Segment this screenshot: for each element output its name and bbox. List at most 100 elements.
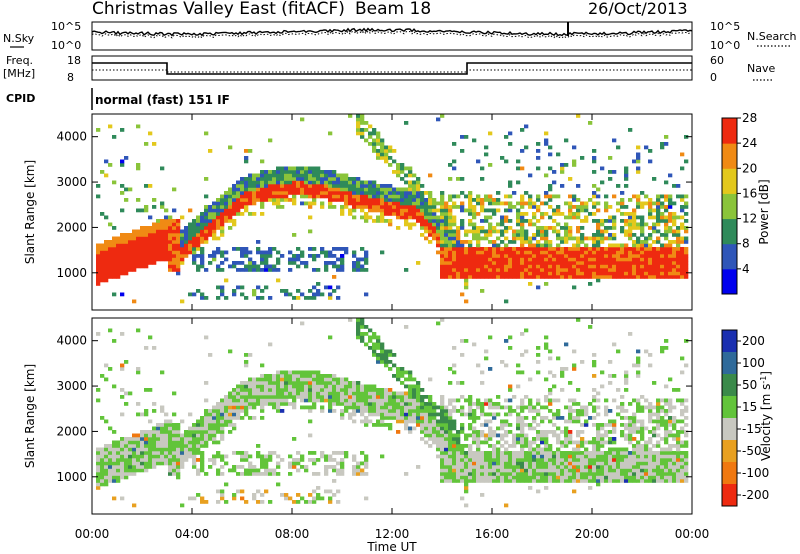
power-cell — [572, 198, 577, 202]
power-cell — [344, 191, 349, 195]
power-cell — [428, 240, 433, 244]
velocity-cell — [360, 335, 365, 340]
power-cell — [668, 215, 673, 220]
velocity-cell — [280, 370, 285, 375]
power-cell — [592, 159, 597, 164]
power-cell — [304, 201, 309, 206]
velocity-cell — [288, 465, 293, 469]
power-cell — [672, 201, 677, 206]
power-cell — [596, 236, 601, 241]
velocity-cell — [112, 454, 117, 459]
velocity-cell — [280, 402, 285, 406]
velocity-cell — [200, 430, 205, 434]
velocity-cell — [608, 423, 613, 427]
power-cell — [648, 275, 653, 279]
power-cell — [324, 285, 329, 290]
velocity-cell — [344, 391, 349, 396]
velocity-cell — [344, 381, 349, 385]
velocity-cell — [640, 430, 645, 434]
power-cell — [672, 268, 677, 272]
power-cell — [680, 222, 685, 227]
velocity-cell — [556, 461, 561, 466]
velocity-cell — [240, 388, 245, 392]
velocity-cell — [264, 391, 269, 396]
velocity-cell — [336, 395, 341, 399]
velocity-cell — [108, 444, 113, 448]
power-cell — [328, 180, 333, 185]
velocity-cell — [584, 440, 589, 445]
power-cell — [596, 226, 601, 230]
velocity-cell — [656, 423, 661, 427]
velocity-cell — [212, 409, 217, 413]
power-cell — [340, 212, 345, 216]
power-cell — [428, 201, 433, 206]
power-cell — [416, 215, 421, 220]
velocity-cell — [560, 440, 565, 445]
velocity-cell — [540, 458, 545, 462]
power-cell — [476, 257, 481, 262]
power-cell — [276, 191, 281, 195]
power-cell — [468, 240, 473, 244]
velocity-cell — [364, 454, 369, 459]
power-cell — [640, 254, 645, 258]
power-cell — [192, 292, 197, 297]
velocity-cell — [400, 370, 405, 375]
velocity-cell — [624, 433, 629, 438]
colorbar-segment — [722, 268, 737, 295]
power-cell — [572, 264, 577, 269]
velocity-cell — [604, 433, 609, 438]
velocity-cell — [180, 433, 185, 438]
power-cell — [604, 208, 609, 213]
power-cell — [476, 198, 481, 202]
velocity-cell — [364, 388, 369, 392]
power-cell — [360, 128, 365, 132]
power-cell — [568, 275, 573, 279]
power-cell — [144, 226, 149, 230]
power-cell — [628, 212, 633, 216]
velocity-cell — [380, 356, 385, 361]
power-cell — [288, 180, 293, 185]
velocity-cell — [340, 388, 345, 392]
velocity-cell — [472, 472, 477, 476]
velocity-cell — [240, 391, 245, 396]
power-cell — [440, 212, 445, 216]
power-cell — [556, 212, 561, 216]
power-cell — [584, 250, 589, 255]
power-cell — [312, 198, 317, 202]
velocity-cell — [264, 374, 269, 378]
power-cell — [500, 275, 505, 279]
velocity-cell — [208, 465, 213, 469]
velocity-cell — [640, 451, 645, 455]
power-cell — [244, 208, 249, 213]
power-cell — [644, 247, 649, 251]
velocity-cell — [628, 454, 633, 459]
velocity-cell — [216, 402, 221, 406]
velocity-cell — [608, 472, 613, 476]
power-cell — [684, 275, 689, 279]
velocity-cell — [356, 325, 361, 329]
velocity-cell — [656, 468, 661, 473]
velocity-cell — [128, 447, 133, 452]
velocity-cell — [220, 430, 225, 434]
velocity-cell — [188, 412, 193, 417]
power-cell — [548, 198, 553, 202]
power-cell — [104, 254, 109, 258]
power-cell — [132, 233, 137, 237]
velocity-cell — [640, 472, 645, 476]
power-cell — [380, 184, 385, 188]
velocity-cell — [440, 461, 445, 466]
velocity-cell — [596, 461, 601, 466]
power-cell — [332, 173, 337, 178]
velocity-cell — [488, 458, 493, 462]
power-cell — [328, 296, 333, 300]
power-cell — [184, 254, 189, 258]
velocity-cell — [476, 472, 481, 476]
power-cell — [616, 201, 621, 206]
power-cell — [336, 264, 341, 269]
velocity-cell — [552, 472, 557, 476]
power-cell — [576, 236, 581, 241]
velocity-cell — [460, 405, 465, 410]
power-cell — [264, 173, 269, 178]
power-cell — [288, 166, 293, 171]
power-cell — [628, 268, 633, 272]
